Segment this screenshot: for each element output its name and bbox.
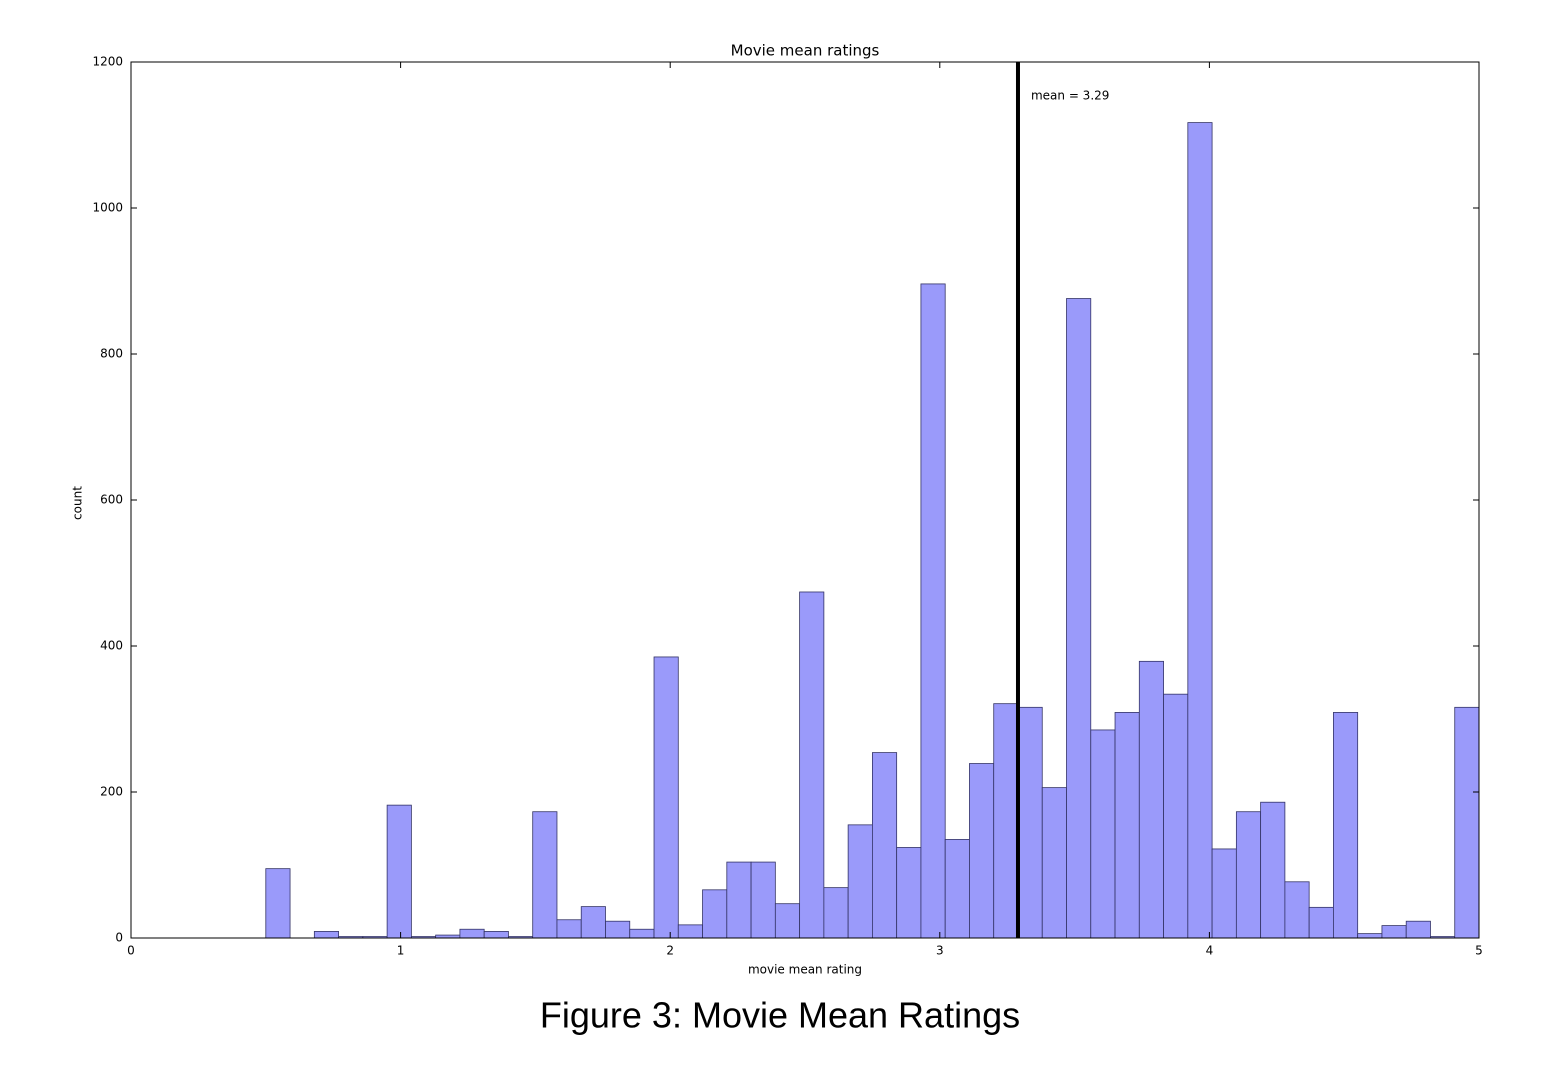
bar: [823, 887, 849, 939]
bar: [799, 591, 825, 939]
bar: [653, 656, 679, 939]
bar: [1405, 920, 1431, 939]
bar: [483, 931, 509, 939]
bar: [386, 804, 412, 939]
bar: [1090, 729, 1116, 939]
bar: [1211, 848, 1237, 939]
y-tick-label: 1000: [92, 201, 123, 215]
y-tick-label: 400: [100, 639, 123, 653]
bar: [1066, 298, 1092, 939]
y-tick-label: 200: [100, 785, 123, 799]
bar: [605, 920, 631, 939]
bar: [629, 928, 655, 939]
bar: [459, 928, 485, 939]
bar: [1235, 811, 1262, 939]
y-tick-label: 800: [100, 347, 123, 361]
bar: [944, 839, 970, 939]
bar: [1187, 122, 1213, 939]
bar: [1284, 881, 1310, 939]
bar: [993, 703, 1019, 939]
bar: [726, 861, 752, 939]
bar: [1114, 712, 1140, 939]
bar: [1260, 801, 1286, 939]
mean-annotation: mean = 3.29: [1031, 89, 1109, 103]
bar: [1357, 933, 1383, 939]
bar: [896, 847, 922, 939]
bar: [969, 763, 995, 939]
bar: [1138, 660, 1164, 939]
x-tick-label: 4: [1206, 944, 1214, 958]
y-axis-label: count: [71, 486, 85, 520]
y-tick-label: 1200: [92, 55, 123, 69]
bar: [265, 868, 291, 939]
bar: [580, 906, 606, 939]
bar: [1041, 787, 1067, 939]
x-tick-label: 1: [397, 944, 405, 958]
bar: [313, 931, 339, 939]
bar: [750, 861, 776, 939]
figure-caption: Figure 3: Movie Mean Ratings: [540, 995, 1020, 1036]
x-axis-label: movie mean rating: [748, 963, 862, 977]
chart-title: Movie mean ratings: [731, 42, 880, 60]
bar: [1163, 693, 1189, 939]
y-tick-label: 600: [100, 493, 123, 507]
x-tick-label: 0: [127, 944, 135, 958]
bar: [1454, 706, 1480, 939]
bar: [532, 811, 558, 939]
bar: [847, 824, 873, 939]
x-tick-label: 5: [1475, 944, 1483, 958]
bar: [920, 283, 946, 939]
bar: [677, 924, 703, 939]
x-tick-label: 3: [936, 944, 944, 958]
bar: [774, 903, 801, 939]
bar: [872, 752, 898, 939]
bar: [702, 889, 728, 939]
y-tick-label: 0: [115, 931, 123, 945]
x-tick-label: 2: [666, 944, 674, 958]
bar: [1017, 706, 1043, 939]
bar: [556, 919, 582, 939]
bar: [1333, 712, 1359, 939]
bar: [1308, 906, 1334, 939]
bar: [1381, 925, 1407, 939]
